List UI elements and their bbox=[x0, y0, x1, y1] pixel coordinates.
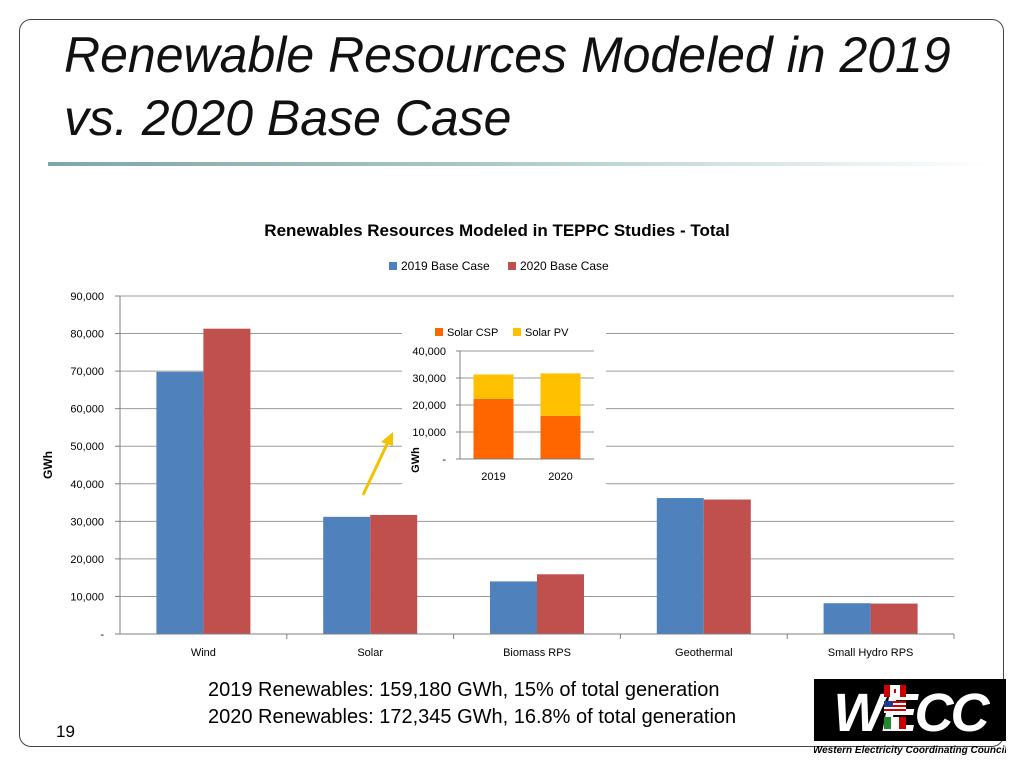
inset-tick-labels: - 10,000 20,000 30,000 40,000 2019 2020 bbox=[412, 346, 572, 483]
bar-2019-biomass-rps bbox=[490, 581, 537, 634]
bar-2020-geothermal bbox=[703, 499, 751, 634]
y-tick-label: 20,000 bbox=[70, 554, 104, 566]
summary-line-2020: 2020 Renewables: 172,345 GWh, 16.8% of t… bbox=[208, 706, 737, 728]
inset-x-tick-label: 2019 bbox=[481, 471, 505, 483]
bar-2020-wind bbox=[203, 328, 251, 634]
x-tick-label: Small Hydro RPS bbox=[828, 647, 914, 659]
summary-line-2019: 2019 Renewables: 159,180 GWh, 15% of tot… bbox=[208, 679, 720, 701]
y-tick-label: 70,000 bbox=[70, 366, 104, 378]
inset-bar-solar-csp-2019 bbox=[473, 398, 514, 459]
title-rule bbox=[48, 162, 988, 166]
y-tick-label: 90,000 bbox=[70, 291, 104, 303]
x-tick-label: Biomass RPS bbox=[503, 647, 571, 659]
main-tick-labels: - 10,000 20,000 30,000 40,000 50,000 60,000 70,… bbox=[70, 291, 913, 659]
legend-swatch-2019 bbox=[389, 262, 397, 270]
inset-bars bbox=[473, 373, 581, 459]
bar-2019-small-hydro-rps bbox=[823, 603, 871, 634]
y-tick-label: 80,000 bbox=[70, 329, 104, 341]
x-tick-label: Geothermal bbox=[675, 647, 732, 659]
legend-label-solar-pv: Solar PV bbox=[525, 327, 569, 339]
inset-y-tick-label: 30,000 bbox=[412, 373, 446, 385]
summary-text: 2019 Renewables: 159,180 GWh, 15% of tot… bbox=[208, 677, 736, 731]
logo-wordmark: WECC bbox=[834, 683, 991, 743]
bar-2019-solar bbox=[323, 516, 371, 634]
inset-y-tick-label: 20,000 bbox=[412, 400, 446, 412]
page-number: 19 bbox=[56, 722, 75, 741]
main-legend: 2019 Base Case 2020 Base Case bbox=[389, 259, 609, 273]
inset-bar-solar-csp-2020 bbox=[540, 415, 581, 459]
y-axis-label: GWh bbox=[41, 451, 55, 479]
inset-bar-solar-pv-2020 bbox=[540, 373, 581, 416]
x-tick-label: Wind bbox=[191, 647, 216, 659]
y-tick-label: - bbox=[100, 629, 104, 641]
inset-legend: Solar CSP Solar PV bbox=[435, 327, 569, 339]
logo-background bbox=[814, 679, 1006, 741]
main-bars bbox=[156, 328, 918, 634]
inset-y-tick-label: 40,000 bbox=[412, 346, 446, 358]
chart-title: Renewables Resources Modeled in TEPPC St… bbox=[264, 221, 729, 240]
bar-2020-small-hydro-rps bbox=[870, 603, 918, 634]
legend-label-2019: 2019 Base Case bbox=[401, 259, 490, 273]
inset-y-tick-label: 10,000 bbox=[412, 427, 446, 439]
bar-2019-geothermal bbox=[656, 498, 704, 634]
callout-arrowhead bbox=[381, 432, 393, 446]
wecc-logo: WECC Western Electricity Coordinating Co… bbox=[814, 679, 1006, 756]
inset-y-axis-label: GWh bbox=[410, 447, 422, 473]
y-tick-label: 10,000 bbox=[70, 591, 104, 603]
legend-label-solar-csp: Solar CSP bbox=[447, 327, 498, 339]
bar-2020-biomass-rps bbox=[537, 574, 584, 634]
callout-arrow bbox=[361, 441, 390, 496]
y-tick-label: 50,000 bbox=[70, 441, 104, 453]
y-tick-label: 60,000 bbox=[70, 404, 104, 416]
bar-2019-wind bbox=[156, 371, 204, 634]
logo-caption: Western Electricity Coordinating Council bbox=[814, 745, 1006, 756]
inset-axes bbox=[456, 350, 594, 460]
legend-swatch-solar-csp bbox=[435, 328, 443, 336]
main-axes bbox=[115, 295, 955, 639]
inset-bar-solar-pv-2019 bbox=[473, 374, 514, 399]
inset-x-tick-label: 2020 bbox=[548, 471, 572, 483]
legend-label-2020: 2020 Base Case bbox=[520, 259, 609, 273]
bar-2020-solar bbox=[370, 514, 418, 634]
flags-icon bbox=[884, 685, 906, 729]
y-tick-label: 40,000 bbox=[70, 479, 104, 491]
y-tick-label: 30,000 bbox=[70, 516, 104, 528]
legend-swatch-solar-pv bbox=[513, 328, 521, 336]
slide-frame bbox=[19, 19, 1004, 747]
slide-title: Renewable Resources Modeled in 2019 vs. … bbox=[64, 27, 951, 146]
legend-swatch-2020 bbox=[508, 262, 516, 270]
x-tick-label: Solar bbox=[357, 647, 383, 659]
inset-y-tick-label: - bbox=[442, 454, 446, 466]
